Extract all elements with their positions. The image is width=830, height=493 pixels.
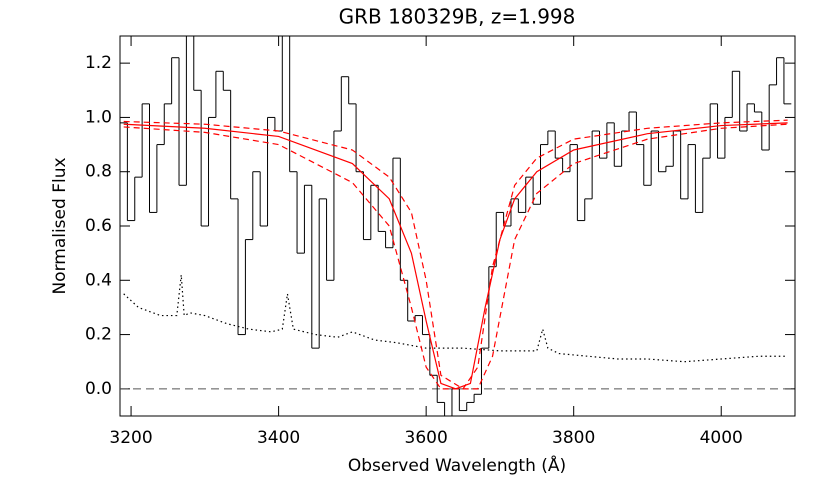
y-tick-label: 0.4 xyxy=(85,270,112,290)
x-tick-label: 3400 xyxy=(257,428,300,448)
y-tick-label: 0.2 xyxy=(85,325,112,345)
y-tick-label: 0.8 xyxy=(85,162,112,182)
y-tick-label: 0.0 xyxy=(85,379,112,399)
x-tick-label: 4000 xyxy=(700,428,743,448)
dotted-line xyxy=(123,274,788,363)
y-tick-label: 0.6 xyxy=(85,216,112,236)
x-tick-label: 3600 xyxy=(405,428,448,448)
x-tick-label: 3200 xyxy=(109,428,152,448)
plot-frame xyxy=(119,35,796,417)
y-tick-label: 1.0 xyxy=(85,107,112,127)
chart-title: GRB 180329B, z=1.998 xyxy=(339,5,576,29)
y-tick-label: 1.2 xyxy=(85,53,112,73)
y-axis-label: Normalised Flux xyxy=(50,157,70,294)
x-axis-label: Observed Wavelength (Å) xyxy=(348,454,566,476)
plot-area xyxy=(120,36,795,416)
x-tick-label: 3800 xyxy=(552,428,595,448)
solid-line xyxy=(123,122,788,390)
